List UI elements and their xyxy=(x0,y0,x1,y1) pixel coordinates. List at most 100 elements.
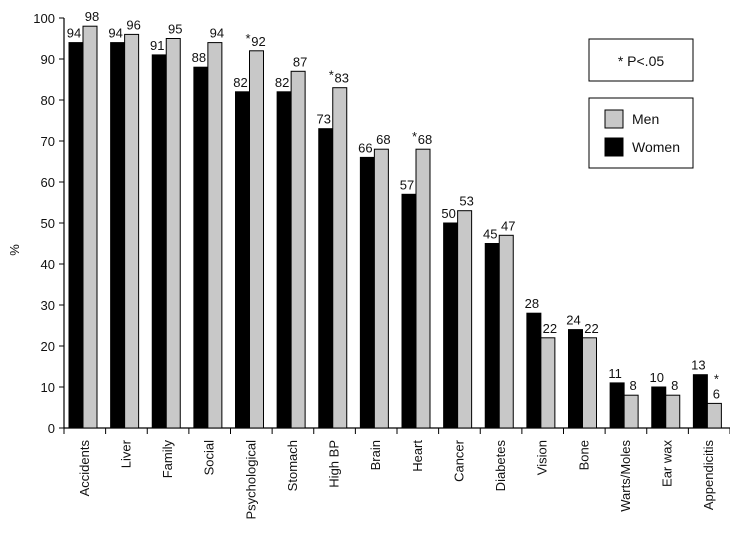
y-tick-label: 100 xyxy=(33,11,55,26)
data-label-men: 92 xyxy=(251,34,265,49)
data-label-women: 73 xyxy=(317,112,331,127)
bar-women xyxy=(110,42,126,429)
bar-men xyxy=(665,394,681,429)
x-tick-label: High BP xyxy=(327,440,342,488)
data-label-men: 22 xyxy=(584,321,598,336)
significance-marker: * xyxy=(412,129,417,144)
bar-women xyxy=(193,66,209,429)
bar-women xyxy=(68,42,84,429)
legend-frame xyxy=(588,97,694,169)
bar-men xyxy=(82,25,98,429)
bar-women xyxy=(609,382,625,429)
data-label-men: 87 xyxy=(293,54,307,69)
y-tick-label: 40 xyxy=(41,257,55,272)
bar-women xyxy=(151,54,167,429)
data-label-men: 47 xyxy=(501,218,515,233)
bar-women xyxy=(692,374,708,429)
x-tick-label: Social xyxy=(202,440,217,476)
x-tick-label: Psychological xyxy=(243,440,258,520)
data-label-men: 96 xyxy=(126,17,140,32)
x-tick-label: Diabetes xyxy=(493,440,508,492)
bar-women xyxy=(526,312,542,429)
x-tick-label: Appendicitis xyxy=(701,440,716,511)
bar-men xyxy=(290,70,306,429)
data-label-women: 45 xyxy=(483,227,497,242)
x-tick-label: Warts/Moles xyxy=(618,440,633,512)
legend: Men Women xyxy=(588,97,694,169)
data-label-women: 50 xyxy=(441,206,455,221)
bar-men xyxy=(582,337,597,429)
data-label-women: 10 xyxy=(650,370,664,385)
y-tick-label: 30 xyxy=(41,298,55,313)
data-label-men: 22 xyxy=(543,321,557,336)
y-axis-label: % xyxy=(7,244,22,256)
bars xyxy=(68,25,722,429)
bar-men xyxy=(415,148,431,429)
bar-men xyxy=(623,394,639,429)
category-labels: Accidents Liver Family Social Psychological S… xyxy=(77,439,716,519)
data-label-women: 82 xyxy=(275,75,289,90)
y-tick-label: 90 xyxy=(41,52,55,67)
significance-marker: * xyxy=(329,68,334,83)
y-tick-label: 0 xyxy=(48,421,55,436)
bar-men xyxy=(540,337,556,429)
bar-women xyxy=(568,329,583,429)
bar-men xyxy=(498,234,514,429)
data-label-women: 94 xyxy=(67,26,81,41)
bar-women xyxy=(651,386,667,429)
legend-swatch-men xyxy=(604,109,624,129)
data-label-women: 24 xyxy=(566,313,580,328)
bar-men xyxy=(706,402,722,429)
bar-men xyxy=(249,50,264,429)
legend-label-men: Men xyxy=(632,111,659,127)
data-label-men: 94 xyxy=(210,26,224,41)
y-tick-label: 20 xyxy=(41,339,55,354)
data-label-men: 6 xyxy=(713,386,720,401)
data-label-women: 94 xyxy=(108,26,122,41)
bar-men xyxy=(165,38,181,429)
x-tick-label: Liver xyxy=(118,439,133,468)
data-label-women: 66 xyxy=(358,140,372,155)
bar-women xyxy=(401,193,417,429)
y-axis-ticks: 0 10 20 30 40 50 60 70 80 90 100 xyxy=(33,11,64,436)
data-label-men: 53 xyxy=(459,194,473,209)
x-tick-label: Accidents xyxy=(77,440,92,497)
x-tick-label: Ear wax xyxy=(660,440,675,487)
x-tick-label: Heart xyxy=(410,440,425,472)
bar-men xyxy=(332,87,348,429)
x-tick-label: Bone xyxy=(576,440,591,470)
data-labels: 94989496919588948292*82877383*66685768*5… xyxy=(67,9,720,401)
x-tick-label: Family xyxy=(160,440,175,479)
bar-men xyxy=(207,42,223,429)
data-label-women: 11 xyxy=(608,366,622,381)
data-label-men: 68 xyxy=(376,132,390,147)
bar-men xyxy=(457,210,473,429)
y-tick-label: 70 xyxy=(41,134,55,149)
legend-label-women: Women xyxy=(632,139,680,155)
x-tick-label: Cancer xyxy=(451,439,466,482)
bar-women xyxy=(235,91,250,429)
data-label-women: 88 xyxy=(192,50,206,65)
data-label-women: 57 xyxy=(400,177,414,192)
x-tick-label: Vision xyxy=(535,440,550,475)
y-tick-label: 10 xyxy=(41,380,55,395)
data-label-men: 98 xyxy=(85,9,99,24)
y-tick-label: 50 xyxy=(41,216,55,231)
data-label-men: 95 xyxy=(168,22,182,37)
significance-marker: * xyxy=(245,31,250,46)
bar-women xyxy=(318,128,334,429)
significance-marker: * xyxy=(714,371,719,386)
significance-note-frame xyxy=(588,38,694,82)
data-label-men: 68 xyxy=(418,132,432,147)
bar-men xyxy=(373,148,389,429)
x-tick-label: Brain xyxy=(368,440,383,470)
bar-women xyxy=(276,91,292,429)
data-label-women: 82 xyxy=(233,75,247,90)
data-label-men: 8 xyxy=(630,378,637,393)
bar-women xyxy=(443,222,459,429)
y-tick-label: 80 xyxy=(41,93,55,108)
data-label-men: 8 xyxy=(671,378,678,393)
data-label-women: 13 xyxy=(691,358,705,373)
data-label-men: 83 xyxy=(335,71,349,86)
